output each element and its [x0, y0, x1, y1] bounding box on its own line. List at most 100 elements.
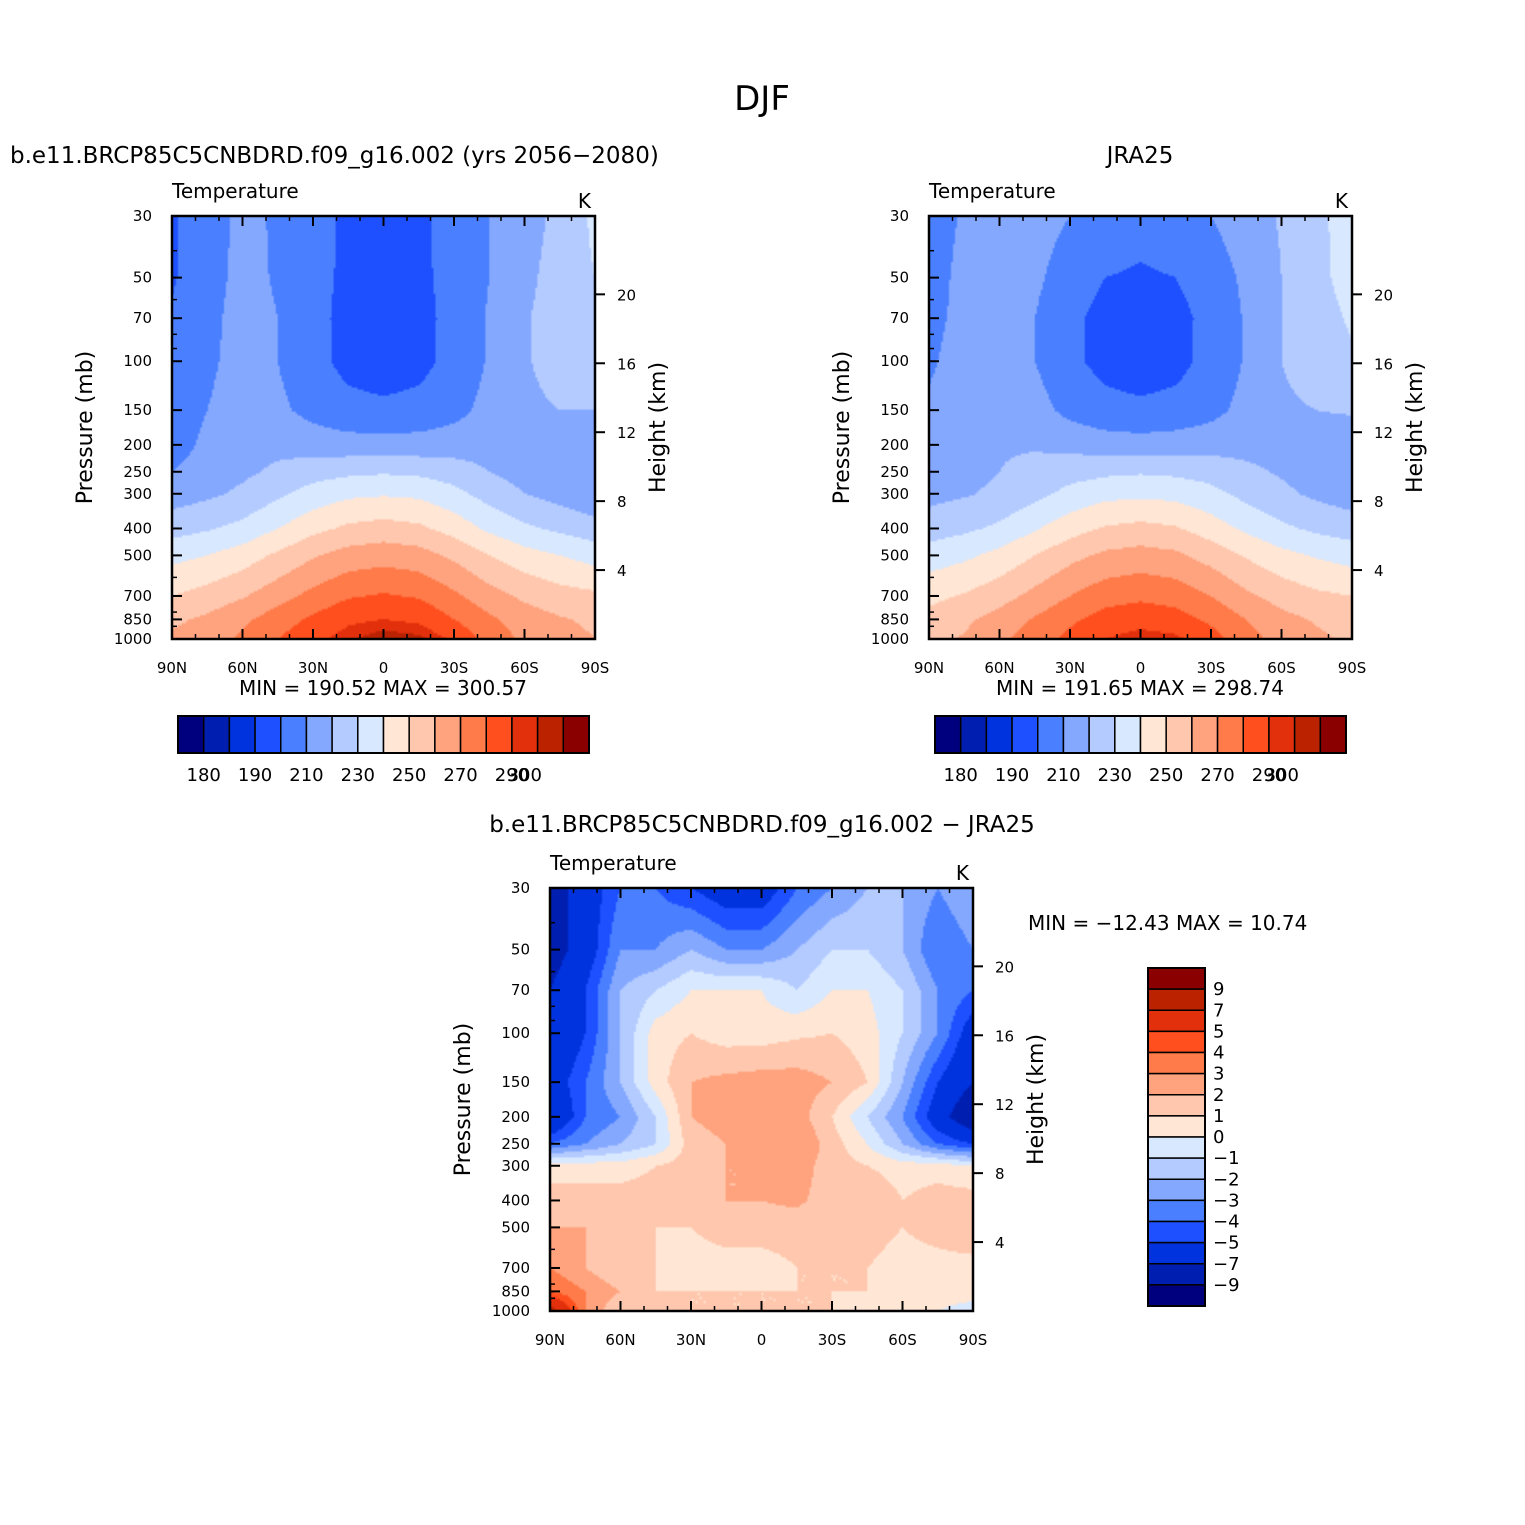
x-tick-label: 60N — [984, 659, 1014, 677]
colorbar-label: 0 — [1213, 1127, 1224, 1148]
colorbar-frame — [1147, 967, 1206, 1307]
colorbar-label: 230 — [341, 765, 375, 786]
left-string: Temperature — [171, 179, 299, 203]
colorbar-label: 4 — [1213, 1043, 1224, 1064]
x-tick-label: 30S — [1197, 659, 1226, 677]
y2-tick-label: 12 — [995, 1096, 1014, 1114]
y2-tick-label: 16 — [1374, 355, 1393, 373]
units-label: K — [956, 861, 970, 885]
colorbar-label: −7 — [1213, 1254, 1240, 1275]
y2-tick-label: 20 — [617, 286, 636, 304]
y2-tick-label: 20 — [1374, 286, 1393, 304]
colorbar-box — [1147, 1094, 1206, 1117]
y-tick-label: 300 — [880, 485, 909, 503]
colorbar-box — [485, 715, 513, 754]
y2-axis-label: Height (km) — [646, 362, 671, 493]
colorbar-label: 300 — [508, 765, 542, 786]
colorbar-label: 7 — [1213, 1000, 1224, 1021]
colorbar-box — [1147, 1199, 1206, 1223]
colorbar-label: −4 — [1213, 1212, 1240, 1233]
x-tick-label: 60N — [227, 659, 257, 677]
colorbar-label: 250 — [392, 765, 426, 786]
y2-tick-label: 4 — [1374, 562, 1384, 580]
units-label: K — [1335, 189, 1349, 213]
colorbar-label: 270 — [1200, 765, 1234, 786]
colorbar-box — [202, 715, 231, 754]
y-tick-label: 300 — [501, 1157, 530, 1175]
panel-title: b.e11.BRCP85C5CNBDRD.f09_g16.002 (yrs 20… — [10, 143, 659, 169]
colorbar-label: 250 — [1149, 765, 1183, 786]
x-tick-label: 90S — [1338, 659, 1367, 677]
colorbar-label: 9 — [1213, 979, 1224, 1000]
colorbar-box — [1147, 988, 1206, 1011]
min-max-label: MIN = −12.43 MAX = 10.74 — [1028, 911, 1307, 935]
y-tick-label: 500 — [880, 546, 909, 564]
x-tick-label: 30S — [440, 659, 469, 677]
colorbar-label: 190 — [995, 765, 1029, 786]
colorbar-box — [1147, 1241, 1206, 1265]
colorbar-box — [1011, 715, 1039, 754]
x-tick-label: 30N — [676, 1331, 706, 1349]
colorbar-label: 5 — [1213, 1021, 1224, 1042]
y2-axis-label: Height (km) — [1403, 362, 1428, 493]
y-tick-label: 100 — [123, 352, 152, 370]
units-label: K — [578, 189, 592, 213]
y2-tick-label: 8 — [1374, 493, 1384, 511]
x-tick-label: 90N — [157, 659, 187, 677]
colorbar-label: 1 — [1213, 1106, 1224, 1127]
y-tick-label: 200 — [501, 1108, 530, 1126]
page-title: DJF — [734, 79, 790, 119]
colorbar-label: 230 — [1098, 765, 1132, 786]
y-tick-label: 70 — [133, 309, 152, 327]
y-axis-label: Pressure (mb) — [73, 351, 98, 505]
colorbar-box — [1147, 967, 1206, 990]
colorbar-box — [254, 715, 282, 754]
colorbar-box — [1147, 1284, 1206, 1307]
x-tick-label: 60S — [1267, 659, 1296, 677]
colorbar-box — [1088, 715, 1116, 754]
colorbar-box — [1037, 715, 1065, 754]
y-axis-label: Pressure (mb) — [830, 351, 855, 505]
colorbar-box — [177, 715, 205, 754]
colorbar-label: 2 — [1213, 1085, 1224, 1106]
colorbar-box — [331, 715, 359, 754]
y-tick-label: 250 — [880, 463, 909, 481]
colorbar-box — [1114, 715, 1142, 754]
colorbar-box — [1216, 715, 1244, 754]
y-tick-label: 50 — [133, 269, 152, 287]
colorbar-box — [228, 715, 256, 754]
x-tick-label: 90S — [959, 1331, 988, 1349]
min-max-label: MIN = 191.65 MAX = 298.74 — [996, 676, 1284, 700]
colorbar-label: 290 — [1252, 765, 1286, 786]
y-tick-label: 400 — [501, 1191, 530, 1209]
colorbar-box — [1191, 715, 1219, 754]
y-tick-label: 30 — [511, 879, 530, 897]
y-tick-label: 100 — [880, 352, 909, 370]
panel-title: b.e11.BRCP85C5CNBDRD.f09_g16.002 − JRA25 — [489, 812, 1035, 838]
colorbar-box — [1147, 1009, 1206, 1033]
x-tick-label: 90S — [581, 659, 610, 677]
y-tick-label: 50 — [890, 269, 909, 287]
panel-model: b.e11.BRCP85C5CNBDRD.f09_g16.002 (yrs 20… — [10, 143, 671, 786]
contour-field — [550, 888, 973, 1311]
y-tick-label: 500 — [501, 1218, 530, 1236]
y-tick-label: 150 — [501, 1073, 530, 1091]
colorbar-box — [382, 715, 410, 754]
colorbar-box — [1147, 1072, 1206, 1096]
y-tick-label: 30 — [133, 207, 152, 225]
colorbar-box — [1319, 715, 1347, 754]
colorbar-box — [305, 715, 333, 754]
colorbar-label: 290 — [495, 765, 529, 786]
colorbar-box — [511, 715, 539, 754]
y-tick-label: 300 — [123, 485, 152, 503]
x-tick-label: 60S — [510, 659, 539, 677]
y2-tick-label: 16 — [617, 355, 636, 373]
y-tick-label: 70 — [511, 981, 530, 999]
colorbar-label: 210 — [1046, 765, 1080, 786]
colorbar-box — [1139, 715, 1167, 754]
x-tick-label: 30S — [818, 1331, 847, 1349]
colorbar-box — [1165, 715, 1193, 754]
y-tick-label: 150 — [880, 401, 909, 419]
y-axis-label: Pressure (mb) — [451, 1023, 476, 1177]
y-tick-label: 850 — [880, 610, 909, 628]
